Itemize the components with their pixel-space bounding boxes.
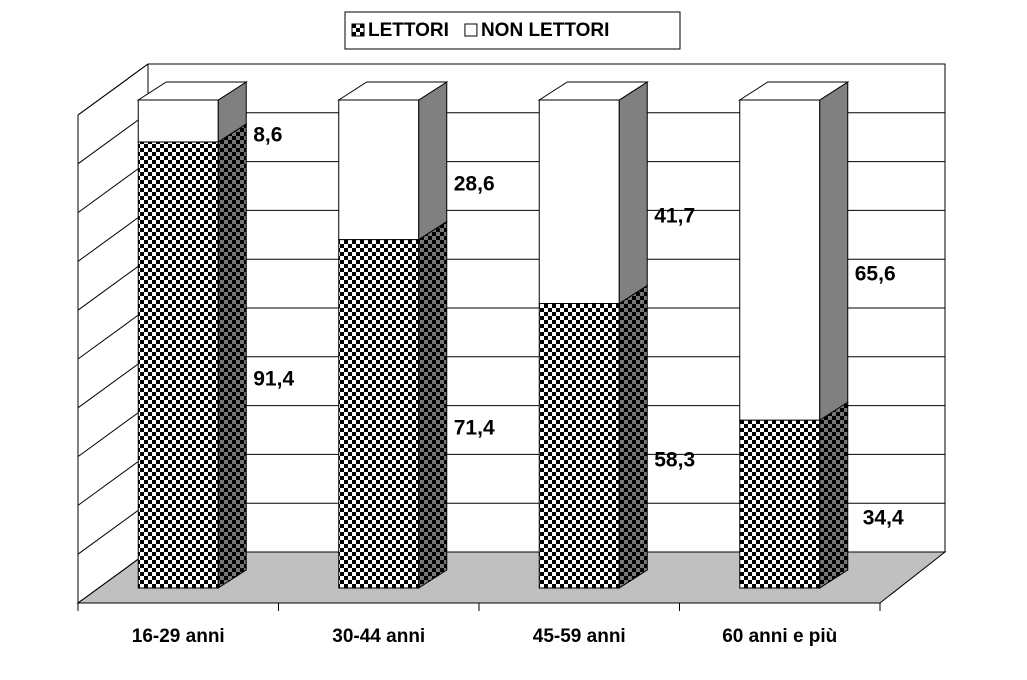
grid-line-side: [77, 258, 149, 311]
value-label: 58,3: [654, 448, 695, 471]
bar-segment: [137, 141, 219, 589]
value-label: 34,4: [863, 507, 904, 530]
grid-line-side: [77, 161, 149, 214]
bar-side: [618, 284, 648, 589]
bar-side: [819, 81, 849, 422]
value-label: 65,6: [855, 263, 896, 286]
grid-line-side: [77, 551, 149, 604]
x-tick-label: 60 anni e più: [722, 626, 837, 647]
x-tick-label: 16-29 anni: [132, 626, 225, 647]
bar-side: [217, 123, 247, 589]
legend-label: LETTORI: [368, 20, 449, 41]
value-label: 8,6: [253, 124, 282, 147]
bar-segment: [137, 99, 219, 143]
bar-top: [337, 81, 449, 101]
value-label: 41,7: [654, 204, 695, 227]
bar-side: [819, 401, 849, 589]
x-tick-label: 45-59 anni: [533, 626, 626, 647]
bar-segment: [538, 302, 620, 589]
bar-side: [418, 81, 448, 241]
grid-line-side: [77, 209, 149, 262]
grid-line-side: [77, 453, 149, 506]
grid-line-side: [77, 356, 149, 409]
grid-line-side: [77, 405, 149, 458]
grid-line-side: [77, 63, 149, 116]
bar-segment: [739, 99, 821, 421]
bar-segment: [739, 419, 821, 589]
value-label: 71,4: [454, 416, 495, 439]
grid-line-side: [77, 502, 149, 555]
legend-swatch: [464, 23, 478, 37]
legend-box: [344, 11, 681, 50]
value-label: 91,4: [253, 368, 294, 391]
legend-swatch: [351, 23, 365, 37]
bar-segment: [338, 99, 420, 241]
bar-side: [618, 81, 648, 305]
bar-top: [136, 81, 248, 101]
bar-top: [537, 81, 649, 101]
value-label: 28,6: [454, 172, 495, 195]
legend-label: NON LETTORI: [481, 20, 609, 41]
bar-side: [418, 220, 448, 589]
bar-segment: [538, 99, 620, 304]
bar-segment: [338, 239, 420, 589]
grid-line-side: [77, 307, 149, 360]
grid-line-side: [77, 112, 149, 165]
x-tick-label: 30-44 anni: [332, 626, 425, 647]
bar-top: [738, 81, 850, 101]
